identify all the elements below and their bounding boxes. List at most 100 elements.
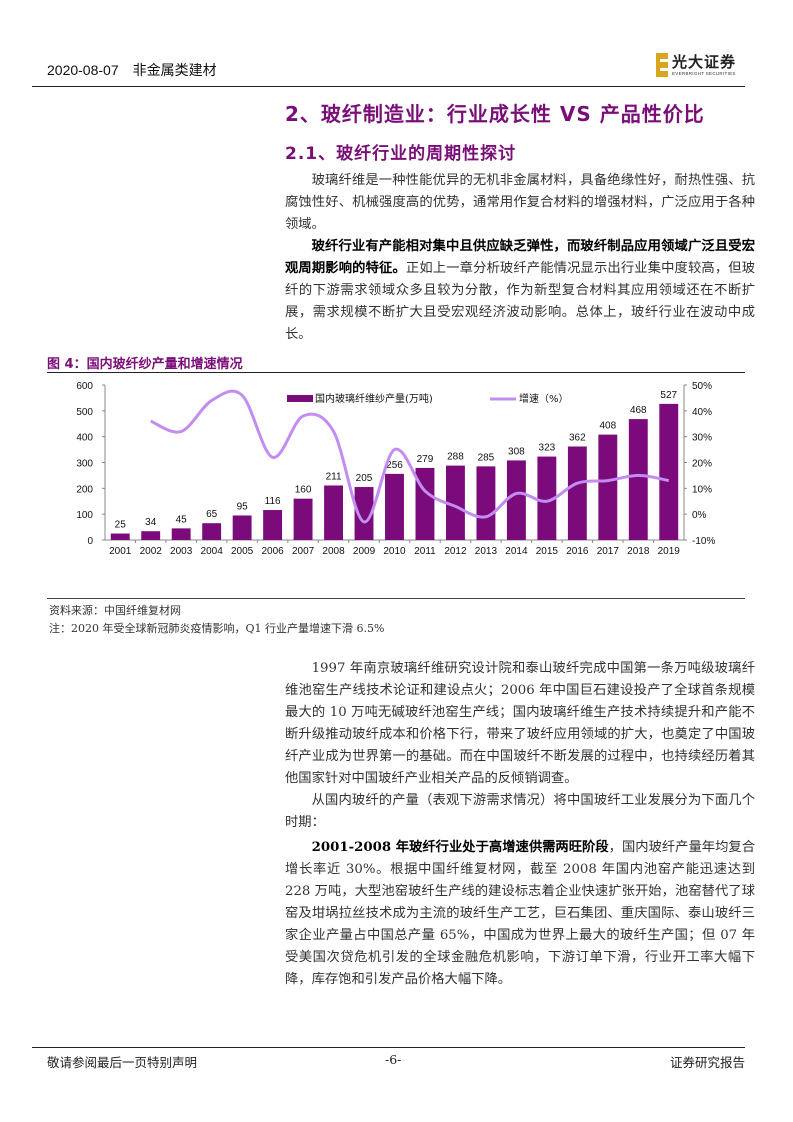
- x-tick-label: 2012: [444, 546, 467, 557]
- bar-production: [171, 528, 191, 540]
- right-tick-label: -10%: [692, 536, 715, 547]
- everbright-logo: 光大证券 EVERBRIGHT SECURITIES: [656, 51, 756, 81]
- bar-value-label: 25: [115, 520, 127, 531]
- x-tick-label: 2010: [383, 546, 406, 557]
- bar-production: [446, 465, 465, 540]
- paragraph-periods: 从国内玻纤的产量（表观下游需求情况）将中国玻纤工业发展分为下面几个时期：: [285, 793, 755, 830]
- x-tick-label: 2002: [140, 546, 163, 557]
- right-tick-label: 0%: [692, 510, 707, 521]
- header-bar: 2020-08-07 非金属类建材: [47, 60, 217, 80]
- bar-production: [506, 460, 526, 540]
- logo-text-cn: 光大证券: [672, 53, 737, 71]
- x-tick-label: 2003: [170, 546, 193, 557]
- x-tick-label: 2018: [627, 546, 650, 557]
- bar-value-label: 205: [356, 473, 373, 484]
- figure-title: 图 4：国内玻纤纱产量和增速情况: [47, 357, 243, 372]
- bar-value-label: 256: [386, 460, 403, 471]
- legend-bar-swatch: [287, 395, 313, 402]
- x-tick-label: 2016: [566, 546, 589, 557]
- right-tick-label: 20%: [692, 459, 712, 470]
- bar-value-label: 116: [265, 496, 281, 507]
- bar-production: [385, 473, 404, 540]
- legend-line-label: 增速（%）: [519, 392, 569, 405]
- right-tick-label: 50%: [692, 381, 712, 392]
- paragraph-intro: 玻璃纤维是一种性能优异的无机非金属材料，具备绝缘性好，耐热性强、抗腐蚀性好、机械…: [285, 173, 755, 232]
- left-tick-label: 500: [76, 407, 93, 418]
- left-tick-label: 400: [76, 433, 93, 444]
- x-tick-label: 2006: [261, 546, 284, 557]
- bar-production: [202, 523, 222, 540]
- bar-production: [476, 466, 496, 540]
- bar-production: [110, 533, 130, 540]
- bar-value-label: 34: [145, 517, 157, 528]
- x-tick-label: 2001: [109, 546, 132, 557]
- figure-source: 资料来源：中国纤维复材网: [49, 604, 181, 617]
- x-tick-label: 2013: [475, 546, 498, 557]
- left-tick-label: 0: [87, 536, 93, 547]
- bar-value-label: 323: [539, 443, 556, 454]
- footer-divider: [32, 1047, 745, 1048]
- bar-production: [141, 531, 161, 540]
- footer-report-type: 证券研究报告: [669, 1055, 745, 1070]
- paragraph-cyclical-bold: 玻纤行业有产能相对集中且供应缺乏弹性，而玻纤制品应用领域广泛且受宏观周期影响的特…: [285, 239, 755, 276]
- x-tick-label: 2008: [322, 546, 345, 557]
- right-tick-label: 40%: [692, 407, 712, 418]
- left-tick-label: 300: [76, 459, 93, 470]
- bar-value-label: 468: [630, 405, 647, 416]
- footer-disclaimer: 敬请参阅最后一页特别声明: [47, 1055, 198, 1070]
- bar-value-label: 285: [478, 452, 495, 463]
- x-tick-label: 2009: [353, 546, 376, 557]
- left-tick-label: 100: [76, 510, 93, 521]
- page-number: -6-: [385, 1052, 402, 1067]
- x-tick-label: 2014: [505, 546, 528, 557]
- bar-value-label: 408: [599, 421, 616, 432]
- paragraph-2001-2008-bold: 2001-2008 年玻纤行业处于高增速供需两旺阶段: [311, 840, 609, 855]
- left-tick-label: 200: [76, 484, 93, 495]
- bar-production: [232, 515, 252, 540]
- bar-production: [628, 419, 648, 540]
- report-date: 2020-08-07: [47, 62, 119, 78]
- bar-production: [537, 456, 557, 540]
- header-divider: [32, 86, 745, 87]
- legend-bar-label: 国内玻璃纤维纱产量(万吨): [315, 392, 433, 405]
- x-tick-label: 2007: [292, 546, 315, 557]
- bar-value-label: 95: [237, 501, 249, 512]
- x-tick-label: 2017: [597, 546, 620, 557]
- x-tick-label: 2019: [658, 546, 681, 557]
- right-tick-label: 10%: [692, 484, 712, 495]
- production-growth-chart: 0 100 200 300 400 500 600 -10% 0% 10% 20% 30% 40% 50%…: [76, 381, 715, 557]
- bar-value-label: 45: [176, 514, 188, 525]
- bar-value-label: 527: [660, 390, 677, 401]
- bar-value-label: 211: [326, 471, 342, 482]
- figure-source-notes: 资料来源：中国纤维复材网 注：2020 年受全球新冠肺炎疫情影响，Q1 行业产量…: [49, 602, 384, 638]
- x-tick-label: 2004: [201, 546, 224, 557]
- subsection-title: 2.1、玻纤行业的周期性探讨: [285, 144, 517, 164]
- bar-production: [659, 403, 679, 540]
- paragraph-cyclical: 玻纤行业有产能相对集中且供应缺乏弹性，而玻纤制品应用领域广泛且受宏观周期影响的特…: [285, 236, 755, 346]
- bar-production: [598, 434, 618, 540]
- logo-text-en: EVERBRIGHT SECURITIES: [672, 71, 736, 76]
- paragraph-history: 1997 年南京玻璃纤维研究设计院和泰山玻纤完成中国第一条万吨级玻璃纤维池窑生产…: [285, 661, 755, 786]
- figure-note: 注：2020 年受全球新冠肺炎疫情影响，Q1 行业产量增速下滑 6.5%: [49, 622, 385, 635]
- report-category: 非金属类建材: [132, 62, 217, 78]
- right-tick-label: 30%: [692, 433, 712, 444]
- figure-bottom-divider: [47, 598, 745, 599]
- bar-production: [567, 446, 587, 540]
- logo-e-icon: [656, 53, 668, 77]
- paragraph-cyclical-rest: 正如上一章分析玻纤产能情况显示出行业集中度较高，但玻纤的下游需求领域众多且较为分…: [285, 261, 756, 342]
- bar-production: [354, 487, 374, 540]
- paragraph-2001-2008: 2001-2008 年玻纤行业处于高增速供需两旺阶段，国内玻纤产量年均复合增长率…: [285, 837, 755, 991]
- bar-value-label: 308: [508, 446, 525, 457]
- figure-top-divider: [47, 372, 745, 373]
- bar-production: [263, 510, 283, 540]
- section-title: 2、玻纤制造业：行业成长性 VS 产品性价比: [285, 102, 705, 126]
- bar-value-label: 288: [447, 452, 464, 463]
- growth-rate-line: [150, 389, 670, 524]
- x-tick-label: 2005: [231, 546, 254, 557]
- x-tick-label: 2015: [536, 546, 559, 557]
- bar-value-label: 362: [569, 432, 586, 443]
- bar-production: [293, 498, 313, 540]
- x-tick-label: 2011: [414, 546, 436, 557]
- bar-production: [324, 485, 343, 540]
- bar-value-label: 279: [417, 454, 434, 465]
